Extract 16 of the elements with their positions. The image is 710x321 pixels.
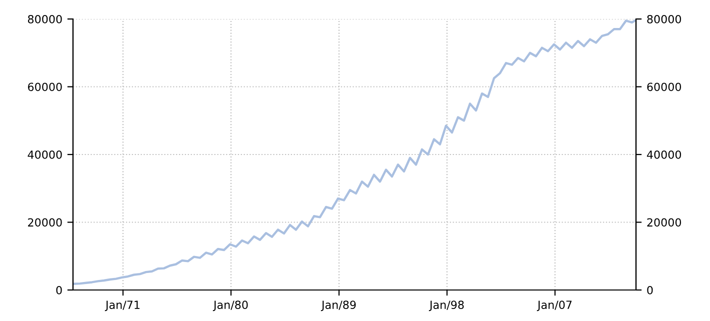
y-tick-label: 20000: [28, 218, 62, 227]
x-tick-label: Jan/71: [104, 300, 140, 312]
y2-tick-label: 80000: [647, 14, 682, 24]
line-series: [73, 20, 636, 286]
y-tick-label: 40000: [28, 150, 62, 159]
y2-tick-label: 60000: [647, 82, 682, 92]
y2-tick-label: 20000: [647, 218, 682, 227]
y2-tick-label: 40000: [646, 150, 682, 159]
y2-tick-label: 0: [647, 286, 653, 294]
x-tick-label: Jan/07: [536, 300, 572, 312]
y-tick-label: 0: [56, 286, 62, 294]
y-tick-label: 60000: [28, 82, 62, 92]
x-tick-label: Jan/89: [320, 300, 356, 312]
x-tick-label: Jan/80: [212, 300, 248, 312]
y-tick-label: 80000: [28, 14, 62, 24]
x-tick-label: Jan/98: [428, 300, 464, 312]
